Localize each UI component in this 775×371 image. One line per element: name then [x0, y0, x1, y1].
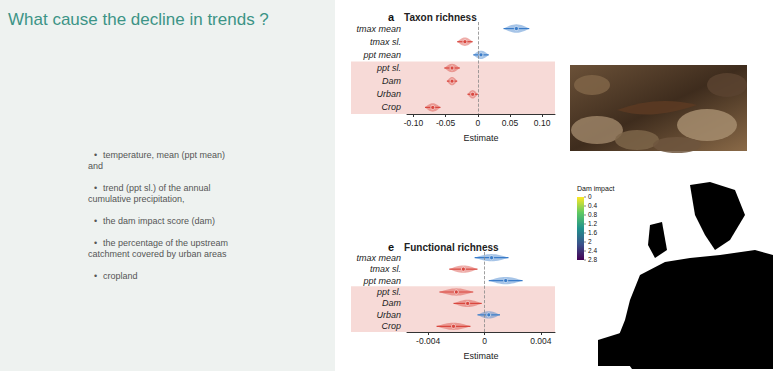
svg-text:Dam impact: Dam impact	[577, 185, 614, 193]
svg-text:Urban: Urban	[376, 310, 401, 320]
svg-text:-0.05: -0.05	[436, 118, 456, 128]
svg-text:ppt mean: ppt mean	[362, 276, 401, 286]
svg-text:tmax sl.: tmax sl.	[370, 264, 401, 274]
svg-text:0.4: 0.4	[588, 202, 597, 209]
svg-text:0.8: 0.8	[588, 211, 597, 218]
svg-text:0: 0	[475, 118, 480, 128]
html-text:cropland: cropland	[103, 271, 138, 281]
svg-text:2.4: 2.4	[588, 247, 597, 254]
svg-text:Functional richness: Functional richness	[404, 242, 499, 253]
svg-text:ppt sl.: ppt sl.	[376, 63, 401, 73]
html-text:the dam impact score (dam): the dam impact score (dam)	[103, 216, 215, 226]
svg-text:Urban: Urban	[376, 89, 401, 99]
svg-text:Estimate: Estimate	[463, 133, 498, 143]
svg-text:0: 0	[482, 336, 487, 346]
html-text:trend (ppt sl.) of the annual: trend (ppt sl.) of the annual cumulative…	[88, 183, 211, 204]
svg-text:2.8: 2.8	[588, 256, 597, 263]
svg-text:ppt mean: ppt mean	[362, 50, 401, 60]
svg-text:tmax sl.: tmax sl.	[370, 37, 401, 47]
html-text:the percentage of the upstream: the percentage of the upstream catchment…	[88, 238, 229, 259]
html-text:temperature, mean (ppt mean) a: temperature, mean (ppt mean) and	[88, 150, 226, 171]
svg-text:Crop: Crop	[381, 102, 401, 112]
svg-text:0.004: 0.004	[530, 336, 552, 346]
svg-text:tmax mean: tmax mean	[356, 252, 401, 263]
svg-text:0.05: 0.05	[502, 118, 519, 128]
svg-text:e: e	[388, 241, 395, 253]
svg-text:0: 0	[588, 193, 592, 200]
svg-text:Dam: Dam	[382, 298, 402, 308]
html-text:What cause the decline in tren: What cause the decline in trends ?	[8, 10, 269, 29]
svg-text:Taxon richness: Taxon richness	[404, 12, 477, 23]
svg-text:Dam: Dam	[382, 76, 402, 86]
svg-text:0.10: 0.10	[534, 118, 551, 128]
svg-text:1.2: 1.2	[588, 220, 597, 227]
svg-text:tmax mean: tmax mean	[356, 23, 401, 34]
svg-text:Estimate: Estimate	[463, 351, 498, 361]
svg-text:a: a	[388, 11, 395, 23]
svg-text:ppt sl.: ppt sl.	[376, 287, 401, 297]
svg-text:1.6: 1.6	[588, 229, 597, 236]
svg-text:-0.004: -0.004	[416, 336, 440, 346]
svg-text:Crop: Crop	[381, 321, 401, 331]
svg-text:2: 2	[588, 238, 592, 245]
svg-text:-0.10: -0.10	[404, 118, 424, 128]
